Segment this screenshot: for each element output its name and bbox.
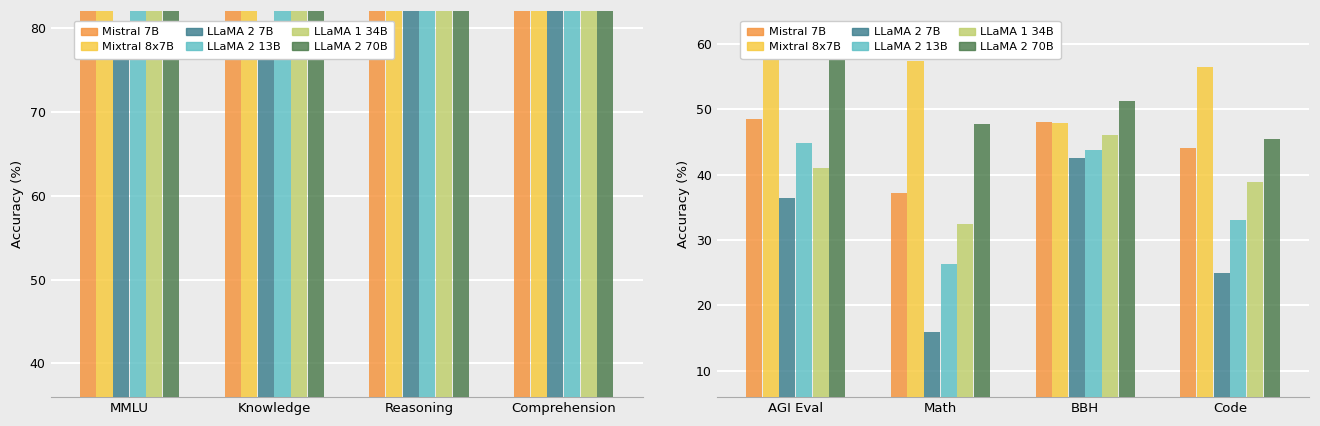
Bar bbox=[513, 0, 531, 397]
Bar bbox=[1213, 273, 1230, 397]
Bar bbox=[829, 44, 845, 397]
Bar bbox=[224, 0, 240, 397]
Bar bbox=[385, 0, 403, 397]
Bar bbox=[941, 264, 957, 397]
Bar bbox=[597, 0, 614, 397]
Bar bbox=[370, 0, 385, 397]
Bar bbox=[1263, 138, 1279, 397]
Bar bbox=[907, 61, 924, 397]
Bar bbox=[1035, 122, 1052, 397]
Bar bbox=[548, 0, 564, 397]
Bar bbox=[974, 124, 990, 397]
Legend: Mistral 7B, Mixtral 8x7B, LLaMA 2 7B, LLaMA 2 13B, LLaMA 1 34B, LLaMA 2 70B: Mistral 7B, Mixtral 8x7B, LLaMA 2 7B, LL… bbox=[74, 21, 395, 59]
Legend: Mistral 7B, Mixtral 8x7B, LLaMA 2 7B, LLaMA 2 13B, LLaMA 1 34B, LLaMA 2 70B: Mistral 7B, Mixtral 8x7B, LLaMA 2 7B, LL… bbox=[741, 21, 1061, 59]
Bar bbox=[891, 193, 907, 397]
Bar bbox=[79, 0, 96, 397]
Bar bbox=[1069, 158, 1085, 397]
Bar bbox=[581, 0, 597, 397]
Bar bbox=[1085, 150, 1102, 397]
Bar bbox=[453, 0, 469, 397]
Bar bbox=[564, 0, 579, 397]
Bar bbox=[1247, 182, 1263, 397]
Bar bbox=[420, 0, 436, 397]
Bar bbox=[292, 0, 308, 397]
Bar bbox=[746, 119, 762, 397]
Bar bbox=[531, 0, 546, 397]
Bar bbox=[763, 60, 779, 397]
Bar bbox=[275, 0, 290, 397]
Bar bbox=[779, 198, 796, 397]
Y-axis label: Accuracy (%): Accuracy (%) bbox=[677, 160, 690, 248]
Bar bbox=[1119, 101, 1135, 397]
Bar bbox=[1102, 135, 1118, 397]
Bar bbox=[813, 168, 829, 397]
Bar bbox=[257, 26, 275, 397]
Bar bbox=[1052, 123, 1068, 397]
Bar bbox=[924, 331, 940, 397]
Bar bbox=[162, 0, 180, 397]
Bar bbox=[436, 0, 451, 397]
Bar bbox=[403, 0, 418, 397]
Bar bbox=[308, 0, 323, 397]
Bar bbox=[796, 143, 812, 397]
Y-axis label: Accuracy (%): Accuracy (%) bbox=[11, 160, 24, 248]
Bar bbox=[96, 0, 112, 397]
Bar bbox=[1230, 220, 1246, 397]
Bar bbox=[147, 0, 162, 397]
Bar bbox=[114, 25, 129, 397]
Bar bbox=[1180, 149, 1196, 397]
Bar bbox=[1197, 67, 1213, 397]
Bar bbox=[957, 224, 973, 397]
Bar bbox=[129, 0, 145, 397]
Bar bbox=[242, 0, 257, 397]
